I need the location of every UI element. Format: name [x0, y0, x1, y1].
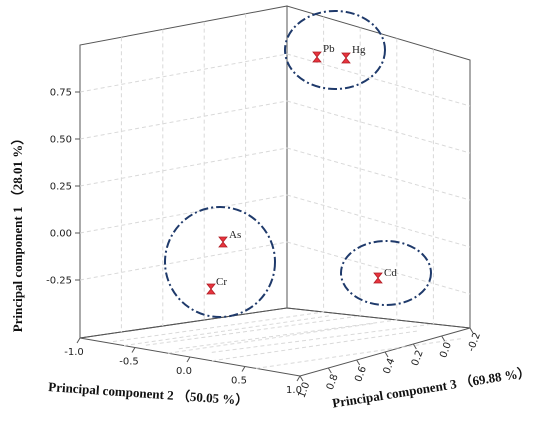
pc3-tick-label: 1.0 [297, 381, 313, 400]
grid-line-floor [112, 311, 324, 343]
point-label: Hg [352, 44, 366, 56]
pc2-ticks: -1.0 -0.5 0.0 0.5 1.0 [64, 337, 302, 396]
pc3-tick-mark [412, 343, 417, 350]
pc1-tick-label: 0.50 [50, 135, 72, 146]
grid-line-left-wall [79, 147, 288, 187]
point-marker [218, 236, 228, 248]
pc3-tick-label: -0.2 [466, 331, 483, 353]
data-point-as: As [218, 229, 241, 248]
pc3-tick-label: 0.0 [438, 341, 454, 360]
chart-panes [79, 5, 471, 377]
point-label: Pb [323, 43, 335, 55]
grid-line-left-wall [79, 194, 288, 234]
grid-line-right-wall [286, 100, 471, 154]
grid-line-floor [211, 323, 434, 353]
data-points: Pb Hg As Cr Cd [206, 43, 397, 295]
pc3-tick-mark [441, 335, 446, 342]
pc3-tick-label: 0.8 [325, 373, 341, 392]
cluster-outline-cd [340, 240, 432, 306]
pc2-tick-mark [131, 347, 136, 353]
cluster-outlines [164, 10, 432, 318]
pc1-tick-label: 0.25 [50, 182, 72, 193]
grid-line-right-wall [286, 241, 471, 295]
pc2-tick-label: -0.5 [119, 357, 139, 368]
pc3-tick-mark [299, 375, 304, 382]
pc1-ticks: 0.75 0.50 0.25 0.00 -0.25 [46, 88, 80, 287]
cluster-outline-pb-hg [284, 10, 386, 90]
grid-line-floor [145, 315, 361, 346]
grid-line-floor [123, 315, 332, 347]
pc2-tick-mark [76, 337, 81, 344]
grid-line-left-wall [79, 241, 288, 281]
pc2-tick-mark [186, 356, 191, 363]
pc1-axis-label: Principal component 1 （28.01 %） [10, 132, 25, 332]
data-point-pb: Pb [312, 43, 335, 63]
pc3-tick-mark [469, 327, 474, 334]
grid-line-right-wall [286, 147, 471, 201]
point-marker [341, 52, 351, 64]
grid-line-floor [178, 319, 397, 350]
data-point-hg: Hg [341, 44, 366, 64]
pc3-tick-label: 0.4 [382, 357, 398, 376]
pc2-axis-label: Principal component 2 （50.05 %） [48, 379, 249, 408]
point-label: Cr [216, 276, 227, 288]
grid-lines [79, 13, 471, 369]
point-label: As [229, 229, 241, 241]
grid-line-right-wall [286, 194, 471, 248]
pc3-tick-label: 0.6 [353, 365, 369, 384]
cluster-outline-as-cr [164, 206, 276, 318]
point-marker [206, 283, 216, 295]
point-marker [373, 272, 383, 284]
point-marker [312, 51, 322, 63]
pc2-tick-label: 0.0 [176, 366, 192, 377]
pc1-tick-label: -0.25 [46, 276, 72, 287]
pc2-tick-label: -1.0 [64, 347, 84, 358]
pc2-tick-mark [241, 366, 246, 372]
pc3-tick-mark [327, 367, 332, 374]
pc2-tick-mark [296, 375, 301, 382]
pc3-tick-label: 0.2 [410, 349, 426, 368]
left-wall [79, 5, 288, 339]
pc1-tick-label: 0.00 [50, 229, 72, 240]
grid-line-right-wall [286, 53, 471, 107]
grid-line-left-wall [79, 100, 288, 140]
pc2-tick-label: 1.0 [286, 385, 302, 396]
data-point-cr: Cr [206, 276, 227, 295]
point-label: Cd [384, 267, 397, 279]
data-point-cd: Cd [373, 267, 397, 284]
pc3-tick-mark [356, 359, 361, 366]
pc3-tick-mark [384, 351, 389, 358]
pc1-tick-label: 0.75 [50, 88, 72, 99]
pc2-tick-label: 0.5 [231, 376, 247, 387]
grid-line-left-wall [79, 53, 288, 93]
